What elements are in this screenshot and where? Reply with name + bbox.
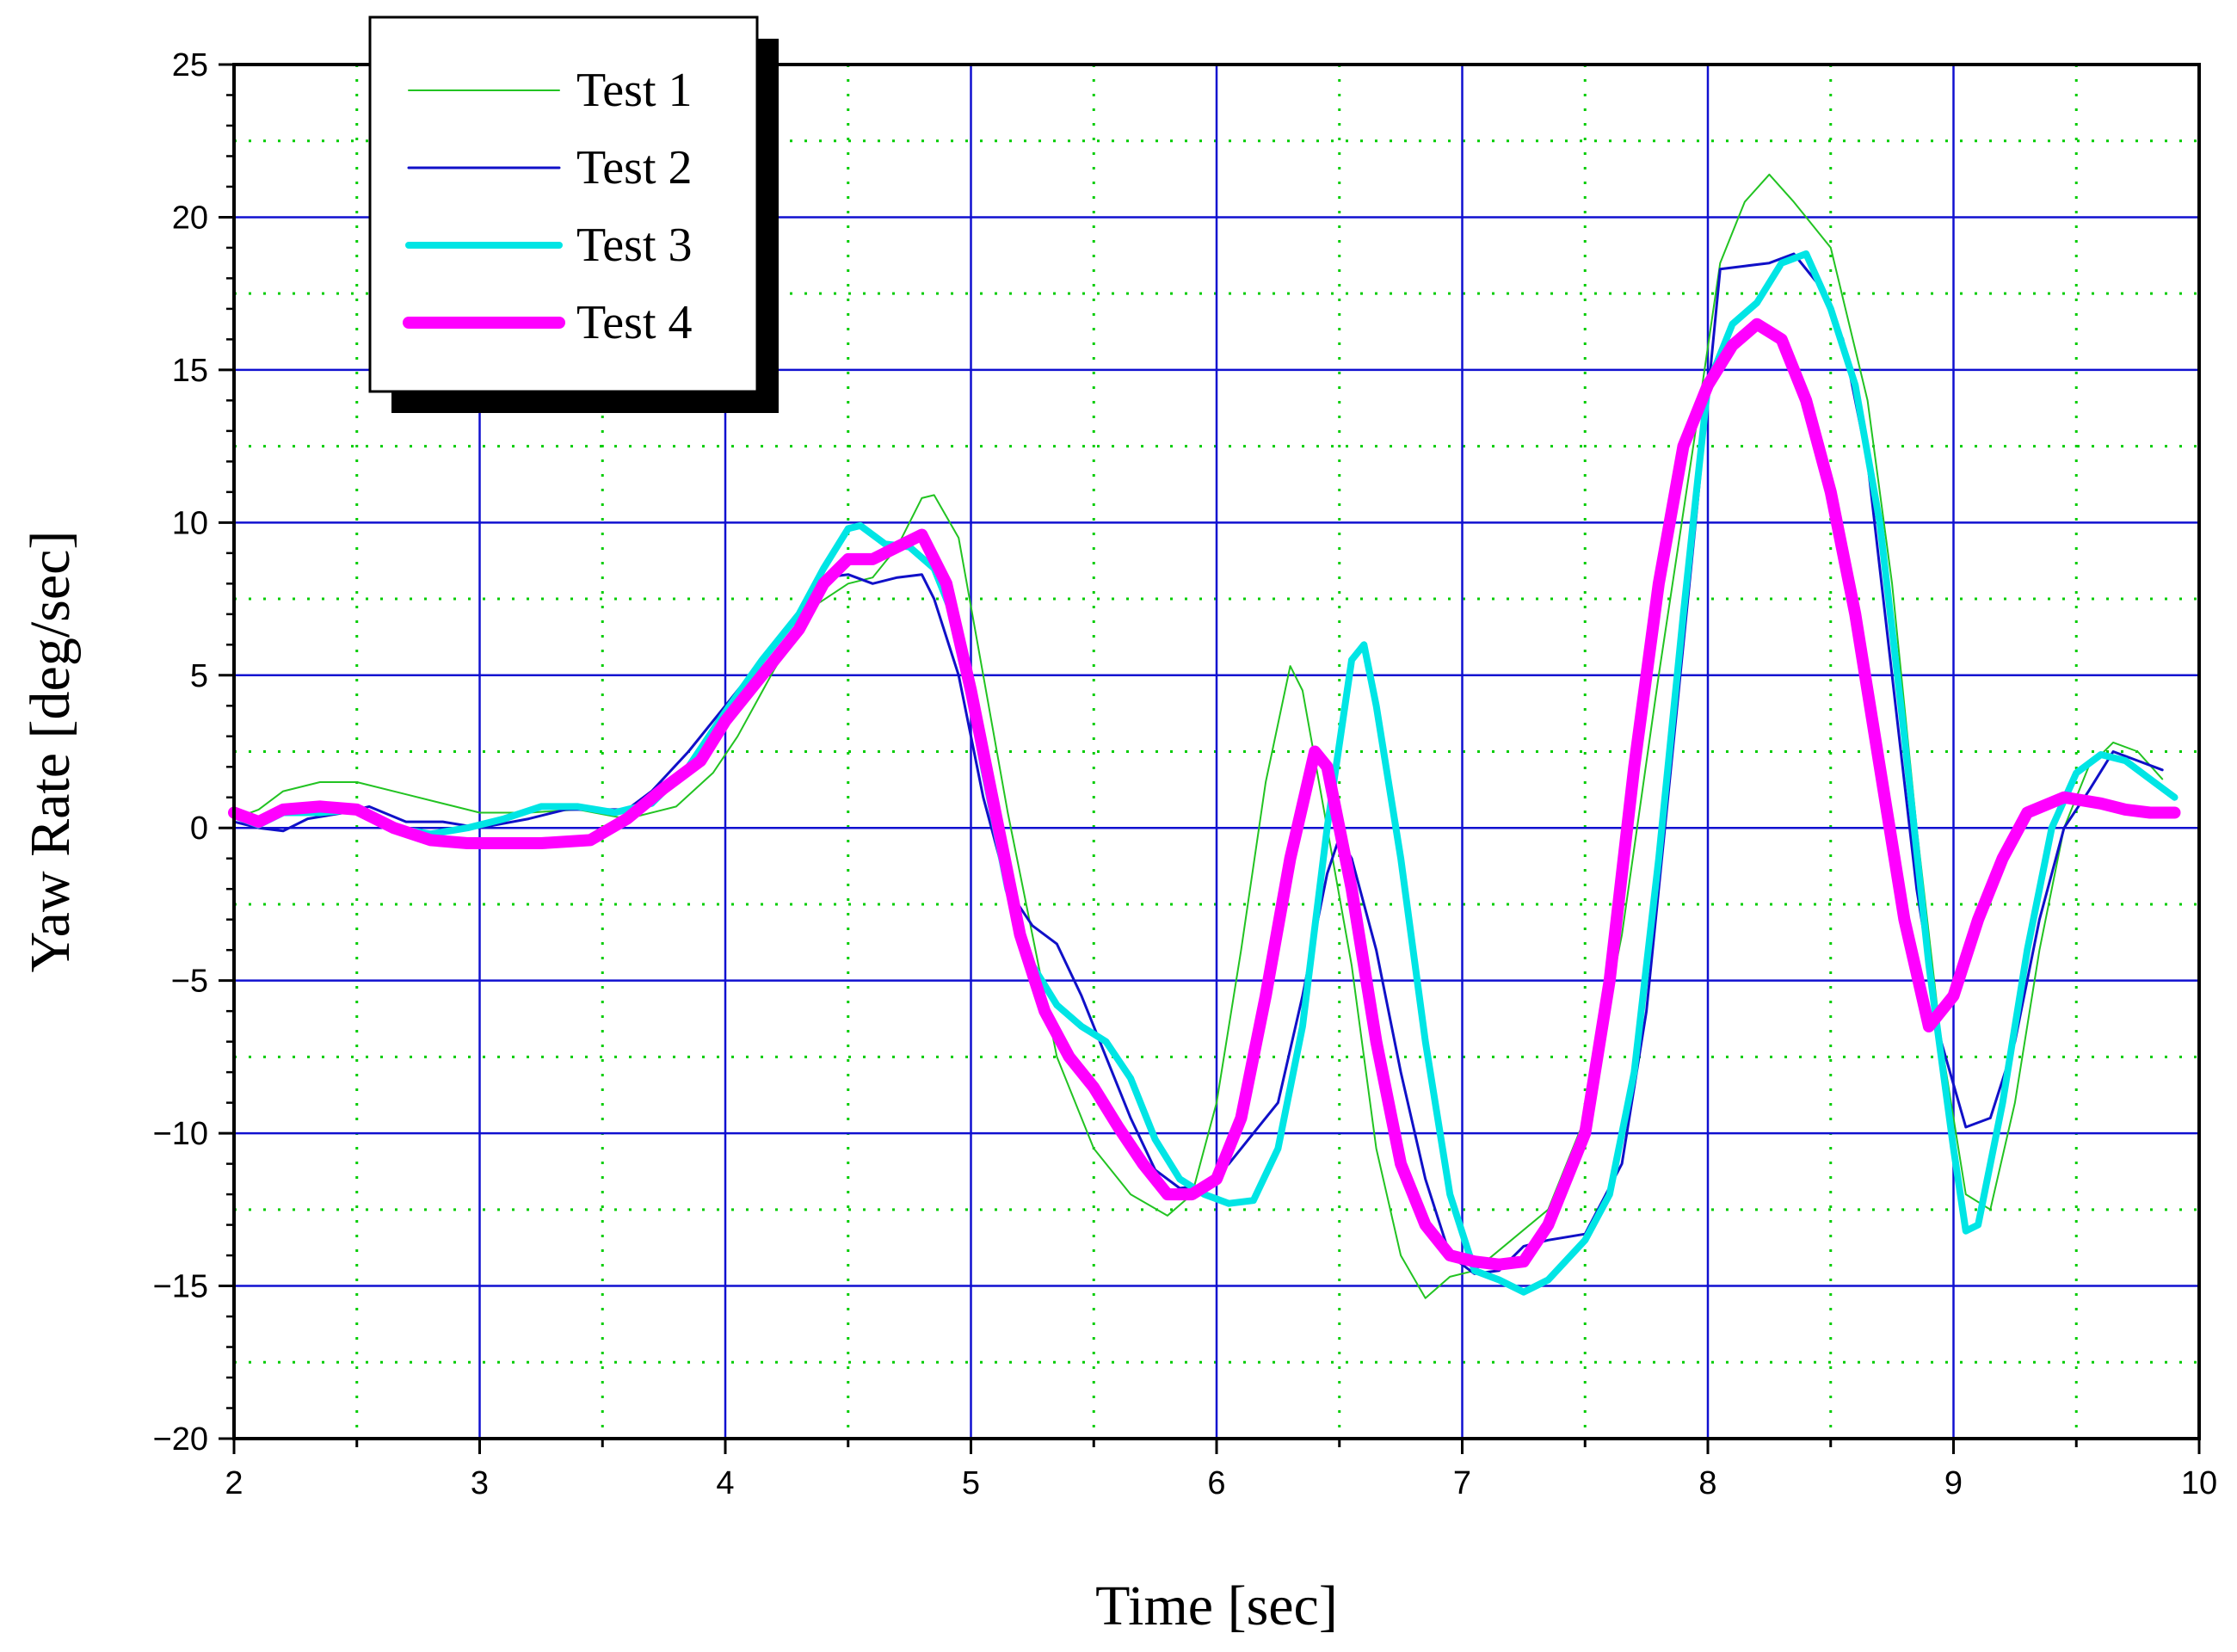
tick-labels: 2 3 4 5 6 7 8 9 10 −20 −15 −10 −5 0 5 10 15 20 25 bbox=[153, 47, 2218, 1501]
major-grid bbox=[234, 65, 2199, 1439]
legend-label-test-1: Test 1 bbox=[576, 64, 693, 117]
y-tick-label: −10 bbox=[153, 1116, 208, 1152]
x-tick-label: 7 bbox=[1453, 1465, 1471, 1501]
plot-frame bbox=[232, 63, 2201, 1440]
series-line-test-1 bbox=[233, 173, 2164, 1299]
legend-items: Test 1 Test 2 Test 3 Test 4 bbox=[403, 64, 693, 349]
x-tick-label: 10 bbox=[2181, 1465, 2217, 1501]
x-axis-title: Time [sec] bbox=[1095, 1575, 1338, 1637]
legend-label-test-4: Test 4 bbox=[576, 296, 693, 349]
x-tick-label: 9 bbox=[1944, 1465, 1963, 1501]
x-tick-label: 8 bbox=[1698, 1465, 1716, 1501]
legend-label-test-2: Test 2 bbox=[576, 141, 693, 194]
y-tick-label: 20 bbox=[172, 200, 208, 236]
y-tick-label: 25 bbox=[172, 47, 208, 83]
x-tick-label: 6 bbox=[1207, 1465, 1225, 1501]
y-tick-label: 15 bbox=[172, 353, 208, 389]
legend-box bbox=[368, 15, 759, 393]
y-tick-label: −20 bbox=[153, 1421, 208, 1458]
series-layer bbox=[228, 173, 2181, 1299]
y-tick-label: −5 bbox=[171, 964, 208, 1000]
x-tick-label: 2 bbox=[225, 1465, 243, 1501]
x-tick-label: 4 bbox=[716, 1465, 734, 1501]
y-tick-label: 0 bbox=[190, 811, 208, 847]
x-tick-label: 3 bbox=[471, 1465, 489, 1501]
axis-ticks bbox=[219, 63, 2201, 1454]
y-axis-title: Yaw Rate [deg/sec] bbox=[19, 531, 82, 973]
series-line-test-4 bbox=[228, 317, 2181, 1271]
y-tick-label: −15 bbox=[153, 1269, 208, 1305]
x-tick-label: 5 bbox=[962, 1465, 980, 1501]
y-tick-label: 5 bbox=[190, 658, 208, 694]
legend-label-test-3: Test 3 bbox=[576, 219, 693, 272]
y-tick-label: 10 bbox=[172, 505, 208, 541]
legend: Test 1 Test 2 Test 3 Test 4 bbox=[368, 15, 779, 413]
